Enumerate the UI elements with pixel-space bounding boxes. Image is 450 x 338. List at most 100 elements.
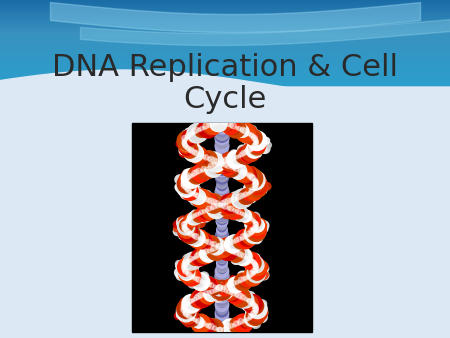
Circle shape bbox=[255, 224, 258, 228]
Circle shape bbox=[237, 195, 245, 203]
Circle shape bbox=[228, 209, 236, 216]
Circle shape bbox=[200, 277, 216, 293]
Circle shape bbox=[225, 202, 242, 219]
Bar bbox=[0, 73, 450, 74]
Circle shape bbox=[190, 147, 207, 164]
Circle shape bbox=[192, 131, 195, 135]
Circle shape bbox=[216, 242, 228, 255]
Circle shape bbox=[180, 223, 192, 234]
Circle shape bbox=[180, 223, 194, 238]
Circle shape bbox=[251, 303, 265, 317]
Circle shape bbox=[207, 291, 211, 295]
Circle shape bbox=[189, 135, 195, 141]
Circle shape bbox=[211, 285, 218, 292]
Circle shape bbox=[191, 136, 198, 143]
Circle shape bbox=[260, 271, 269, 280]
Circle shape bbox=[200, 207, 212, 219]
Circle shape bbox=[246, 265, 252, 271]
Circle shape bbox=[198, 163, 214, 179]
Circle shape bbox=[179, 139, 195, 155]
Circle shape bbox=[217, 290, 227, 299]
Circle shape bbox=[215, 298, 229, 312]
Circle shape bbox=[255, 268, 258, 272]
Circle shape bbox=[215, 265, 229, 278]
Circle shape bbox=[242, 227, 260, 245]
Bar bbox=[0, 41, 450, 42]
Circle shape bbox=[184, 270, 196, 282]
Circle shape bbox=[225, 323, 231, 329]
Circle shape bbox=[247, 155, 254, 162]
Bar bbox=[0, 43, 450, 44]
Circle shape bbox=[180, 314, 187, 321]
Circle shape bbox=[182, 180, 192, 189]
Circle shape bbox=[248, 276, 258, 286]
Circle shape bbox=[218, 291, 226, 299]
Bar bbox=[0, 7, 450, 8]
Circle shape bbox=[215, 287, 222, 294]
Circle shape bbox=[188, 182, 196, 190]
Circle shape bbox=[250, 133, 254, 138]
Circle shape bbox=[225, 198, 231, 204]
Circle shape bbox=[242, 194, 248, 199]
Circle shape bbox=[184, 316, 190, 322]
Circle shape bbox=[239, 152, 243, 157]
Circle shape bbox=[247, 130, 259, 143]
Circle shape bbox=[204, 159, 212, 167]
Circle shape bbox=[252, 143, 257, 147]
Circle shape bbox=[213, 289, 217, 293]
Bar bbox=[0, 41, 450, 42]
Bar bbox=[0, 55, 450, 56]
Circle shape bbox=[226, 287, 240, 301]
Circle shape bbox=[250, 217, 261, 227]
Circle shape bbox=[183, 225, 186, 229]
Circle shape bbox=[176, 305, 184, 313]
Bar bbox=[0, 18, 450, 19]
Circle shape bbox=[214, 207, 220, 213]
Circle shape bbox=[238, 211, 248, 220]
Circle shape bbox=[198, 212, 201, 215]
Circle shape bbox=[244, 255, 255, 265]
Bar bbox=[0, 77, 450, 78]
Circle shape bbox=[248, 174, 267, 193]
Circle shape bbox=[227, 251, 233, 257]
Circle shape bbox=[179, 220, 189, 230]
Circle shape bbox=[209, 236, 219, 246]
Circle shape bbox=[243, 168, 263, 188]
Circle shape bbox=[217, 135, 226, 144]
Circle shape bbox=[178, 262, 194, 279]
Circle shape bbox=[216, 268, 228, 279]
Circle shape bbox=[176, 183, 186, 193]
Circle shape bbox=[235, 155, 239, 159]
Bar bbox=[0, 65, 450, 66]
Circle shape bbox=[248, 225, 263, 240]
Bar bbox=[0, 7, 450, 8]
Circle shape bbox=[225, 288, 234, 296]
Circle shape bbox=[186, 221, 194, 228]
Circle shape bbox=[193, 213, 197, 217]
Circle shape bbox=[252, 177, 261, 186]
Circle shape bbox=[250, 184, 262, 196]
Bar bbox=[0, 72, 450, 73]
Circle shape bbox=[179, 263, 188, 271]
Bar bbox=[0, 54, 450, 55]
Circle shape bbox=[247, 256, 261, 270]
Circle shape bbox=[182, 182, 186, 187]
Circle shape bbox=[242, 195, 248, 201]
Circle shape bbox=[220, 281, 230, 291]
Circle shape bbox=[220, 163, 227, 170]
Circle shape bbox=[209, 237, 216, 244]
Circle shape bbox=[260, 221, 269, 230]
Circle shape bbox=[254, 263, 257, 266]
Circle shape bbox=[247, 264, 266, 283]
Circle shape bbox=[178, 262, 187, 271]
Circle shape bbox=[241, 135, 249, 143]
Bar bbox=[0, 10, 450, 11]
Circle shape bbox=[200, 250, 208, 259]
Bar bbox=[0, 73, 450, 74]
Circle shape bbox=[240, 210, 246, 216]
Circle shape bbox=[216, 155, 228, 167]
Circle shape bbox=[238, 293, 243, 299]
Circle shape bbox=[232, 294, 238, 300]
Circle shape bbox=[195, 177, 201, 183]
Circle shape bbox=[253, 311, 257, 315]
